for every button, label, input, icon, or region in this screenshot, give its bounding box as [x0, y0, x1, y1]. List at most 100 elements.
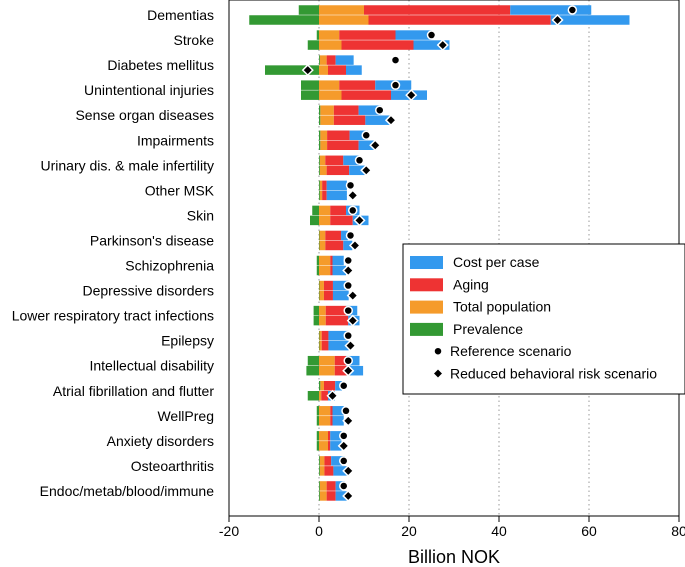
marker-red — [384, 114, 398, 127]
bar-ref-pop — [320, 381, 324, 391]
bar-red-pop — [319, 165, 327, 176]
marker-red — [337, 439, 350, 452]
category-label: Sense organ diseases — [75, 107, 214, 123]
bar-ref-pop — [319, 481, 327, 491]
marker-ref — [339, 381, 349, 391]
bar-red-pop — [320, 140, 328, 150]
marker-red — [551, 13, 564, 27]
marker-red — [344, 339, 357, 352]
category-label: Lower respiratory tract infections — [12, 308, 214, 324]
marker-ref — [426, 30, 437, 40]
marker-red — [405, 89, 418, 102]
bar-ref-aging — [321, 330, 329, 341]
bar-ref-prev — [319, 130, 321, 140]
marker-ref — [354, 155, 365, 166]
category-label: Dementias — [147, 7, 214, 23]
bar-ref-aging — [325, 155, 344, 166]
bar-red-aging — [324, 466, 334, 476]
legend-label-pop: Total population — [453, 299, 551, 315]
bar-red-prev — [316, 441, 319, 451]
bar-ref-aging — [325, 305, 346, 316]
bar-ref-pop — [319, 205, 331, 216]
bar-red-aging — [330, 215, 353, 226]
bar-red-aging — [326, 491, 336, 501]
marker-red — [369, 139, 382, 152]
legend-swatch-aging — [410, 278, 443, 292]
bar-ref-pop — [319, 5, 364, 15]
bar-ref-aging — [333, 105, 359, 115]
bar-ref-cost — [343, 155, 360, 166]
category-label: WellPreg — [157, 408, 214, 424]
category-label: Other MSK — [145, 182, 215, 198]
bar-ref-cost — [349, 130, 368, 140]
bar-ref-pop — [319, 330, 322, 341]
bar-red-pop — [319, 215, 331, 226]
bar-red-pop — [319, 290, 324, 301]
marker-red — [342, 414, 355, 427]
bar-ref-cost — [341, 230, 348, 241]
bar-red-cost — [332, 290, 349, 301]
bar-red-cost — [330, 441, 342, 451]
bar-ref-prev — [301, 80, 319, 90]
bar-red-pop — [320, 115, 334, 125]
bar-red-cost — [332, 265, 346, 276]
category-label: Impairments — [137, 132, 214, 148]
marker-ref — [345, 230, 356, 241]
bar-red-cost — [332, 416, 344, 426]
bar-red-prev — [313, 315, 319, 326]
bar-ref-cost — [332, 255, 344, 266]
legend-label-ref: Reference scenario — [450, 343, 572, 359]
bar-ref-aging — [339, 80, 376, 90]
bar-red-prev — [307, 391, 319, 401]
marker-red — [436, 38, 449, 52]
bar-ref-aging — [330, 255, 333, 266]
bar-red-aging — [341, 90, 391, 100]
bar-ref-aging — [326, 55, 336, 65]
bar-ref-prev — [312, 205, 319, 216]
x-tick-label: -20 — [219, 523, 239, 539]
bar-red-aging — [368, 15, 551, 25]
category-label: Skin — [187, 207, 214, 223]
bar-red-cost — [347, 365, 364, 376]
bar-ref-aging — [330, 406, 333, 416]
bar-ref-aging — [328, 431, 331, 441]
legend-label-cost: Cost per case — [453, 254, 540, 270]
bar-red-aging — [334, 365, 348, 376]
bar-ref-pop — [319, 255, 331, 266]
category-label: Urinary dis. & male infertility — [41, 157, 215, 173]
bar-ref-cost — [332, 406, 344, 416]
bar-red-prev — [319, 190, 320, 201]
marker-red — [360, 164, 373, 177]
bar-ref-pop — [320, 105, 334, 115]
bar-red-prev — [307, 40, 319, 50]
category-label: Intellectual disability — [89, 358, 214, 374]
legend-box — [402, 243, 685, 395]
bar-red-prev — [319, 165, 320, 176]
category-label: Anxiety disorders — [107, 433, 214, 449]
bar-ref-prev — [319, 180, 320, 191]
bar-red-cost — [343, 240, 353, 251]
bar-red-cost — [328, 340, 349, 351]
bar-red-cost — [365, 115, 393, 125]
bar-red-prev — [306, 365, 319, 376]
legend-marker-circle — [433, 346, 443, 356]
bar-red-pop — [319, 15, 369, 25]
bar-ref-pop — [319, 406, 331, 416]
bar-ref-prev — [319, 456, 320, 466]
legend-label-red: Reduced behavioral risk scenario — [450, 366, 657, 382]
bar-ref-prev — [319, 55, 320, 65]
bar-red-aging — [321, 391, 328, 401]
marker-ref — [343, 305, 353, 316]
marker-red — [348, 239, 362, 252]
bar-ref-cost — [331, 456, 345, 466]
bar-ref-pop — [320, 130, 328, 140]
bar-red-prev — [319, 115, 321, 125]
category-labels: Dementias Stroke Diabetes mellitus Unintent… — [12, 7, 215, 499]
marker-red — [342, 264, 355, 277]
bar-red-pop — [319, 315, 326, 326]
bar-red-cost — [358, 140, 377, 150]
bar-red-prev — [310, 215, 319, 226]
x-tick-label: 40 — [491, 523, 507, 539]
bar-ref-prev — [313, 305, 319, 316]
